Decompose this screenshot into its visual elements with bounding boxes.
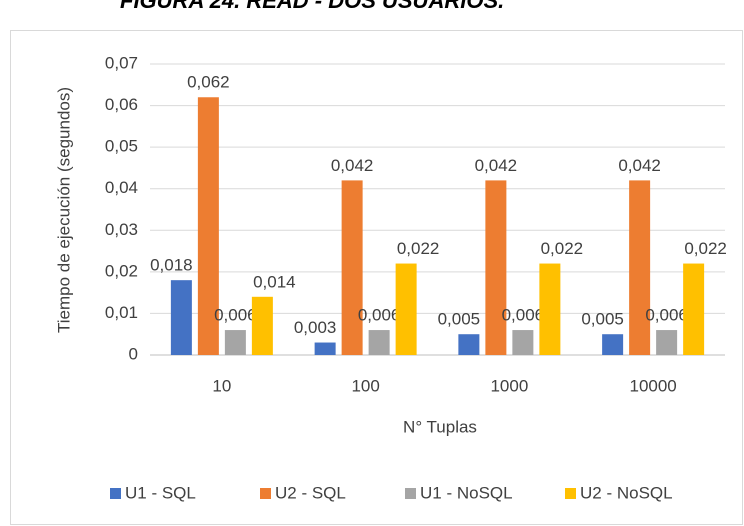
data-label: 0,014 bbox=[253, 272, 296, 291]
legend-swatch bbox=[405, 488, 416, 499]
x-tick-label: 1000 bbox=[490, 376, 528, 395]
data-label: 0,005 bbox=[438, 310, 481, 329]
y-tick-label: 0,04 bbox=[105, 178, 138, 197]
legend-label: U2 - NoSQL bbox=[580, 483, 673, 502]
y-tick-label: 0,05 bbox=[105, 137, 138, 156]
data-label: 0,006 bbox=[214, 306, 257, 325]
x-tick-label: 10 bbox=[212, 376, 231, 395]
x-tick-label: 100 bbox=[351, 376, 379, 395]
data-label: 0,042 bbox=[475, 156, 518, 175]
data-label: 0,006 bbox=[645, 306, 688, 325]
legend-swatch bbox=[565, 488, 576, 499]
data-label: 0,005 bbox=[581, 310, 624, 329]
legend-label: U2 - SQL bbox=[275, 483, 346, 502]
bar bbox=[458, 334, 480, 355]
bar bbox=[170, 280, 192, 355]
y-tick-label: 0,03 bbox=[105, 220, 138, 239]
chart-border bbox=[10, 30, 743, 525]
y-tick-label: 0 bbox=[129, 344, 138, 363]
data-label: 0,062 bbox=[187, 73, 230, 92]
bar bbox=[251, 296, 273, 355]
bar bbox=[314, 342, 336, 355]
y-axis-title: Tiempo de ejecución (segundos) bbox=[54, 87, 73, 333]
bar bbox=[341, 180, 363, 355]
bar bbox=[629, 180, 651, 355]
x-tick-label: 10000 bbox=[629, 376, 676, 395]
y-tick-label: 0,01 bbox=[105, 303, 138, 322]
legend-swatch bbox=[110, 488, 121, 499]
y-tick-label: 0,02 bbox=[105, 261, 138, 280]
bar bbox=[368, 330, 390, 355]
bar bbox=[512, 330, 534, 355]
data-label: 0,042 bbox=[618, 156, 661, 175]
legend-label: U1 - NoSQL bbox=[420, 483, 513, 502]
y-tick-label: 0,06 bbox=[105, 95, 138, 114]
legend-swatch bbox=[260, 488, 271, 499]
legend-label: U1 - SQL bbox=[125, 483, 196, 502]
bar bbox=[539, 263, 561, 355]
bar bbox=[197, 97, 219, 355]
bar bbox=[683, 263, 705, 355]
data-label: 0,006 bbox=[358, 306, 401, 325]
data-label: 0,022 bbox=[684, 239, 727, 258]
bar bbox=[224, 330, 246, 355]
data-label: 0,018 bbox=[150, 256, 193, 275]
bar bbox=[485, 180, 507, 355]
bar bbox=[656, 330, 678, 355]
y-tick-label: 0,07 bbox=[105, 53, 138, 72]
chart-title: FIGURA 24. READ - DOS USUARIOS. bbox=[120, 0, 504, 13]
data-label: 0,022 bbox=[397, 239, 440, 258]
bar bbox=[602, 334, 624, 355]
data-label: 0,006 bbox=[502, 306, 545, 325]
x-axis-title: N° Tuplas bbox=[403, 417, 477, 436]
data-label: 0,042 bbox=[331, 156, 374, 175]
bar bbox=[395, 263, 417, 355]
data-label: 0,022 bbox=[541, 239, 584, 258]
data-label: 0,003 bbox=[294, 318, 337, 337]
